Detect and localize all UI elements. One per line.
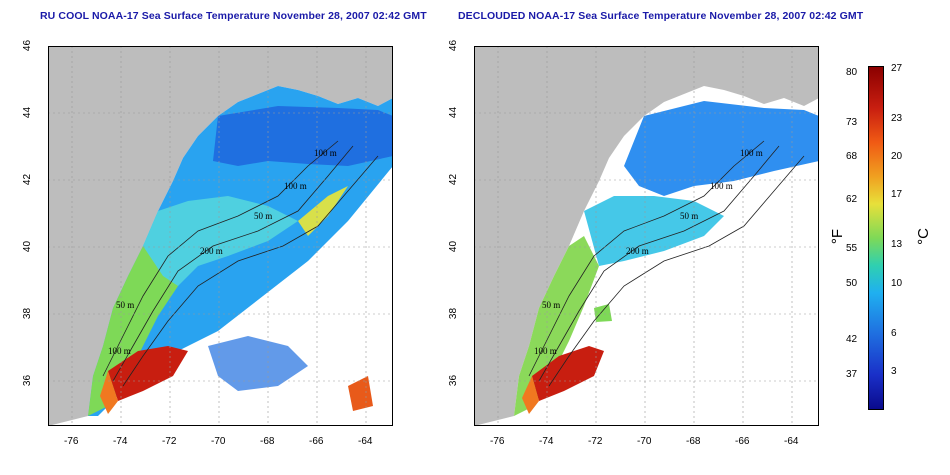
fahrenheit-tick: 50 xyxy=(846,278,858,289)
water-warm-orange xyxy=(522,376,539,414)
lat-tick-label: 44 xyxy=(448,106,460,119)
lat-tick-label: 42 xyxy=(448,173,460,186)
lon-tick-label: -68 xyxy=(260,436,275,447)
contour-label: 100 m xyxy=(710,181,733,191)
lon-tick-label: -74 xyxy=(539,436,554,447)
isobath-50m xyxy=(102,140,339,377)
water-deep-blue xyxy=(213,106,393,166)
isobath-200m xyxy=(548,155,805,387)
celsius-tick: 3 xyxy=(891,366,897,377)
lat-tick-label: 42 xyxy=(22,173,34,186)
map-gridlines xyxy=(474,46,819,426)
contour-label: 50 m xyxy=(254,211,273,221)
water-slope-yellow xyxy=(298,186,348,236)
lat-tick-label: 38 xyxy=(448,307,460,320)
water-shelf-cyan xyxy=(584,196,724,266)
lat-tick-label: 46 xyxy=(448,39,460,52)
lat-tick-label: 40 xyxy=(22,240,34,253)
celsius-tick: 10 xyxy=(891,278,903,289)
contour-label: 50 m xyxy=(542,300,561,310)
lat-tick-label: 44 xyxy=(22,106,34,119)
map-gridlines xyxy=(48,46,393,426)
isobath-50m xyxy=(528,140,765,377)
fahrenheit-tick: 62 xyxy=(846,194,858,205)
contour-label: 100 m xyxy=(108,346,131,356)
temperature-colorbar xyxy=(868,66,884,410)
fahrenheit-unit-label: °F xyxy=(829,228,847,245)
water-coastal-green xyxy=(514,236,599,416)
lon-tick-label: -72 xyxy=(162,436,177,447)
water-warm-orange xyxy=(100,371,118,414)
lon-tick-label: -64 xyxy=(784,436,799,447)
contour-label: 100 m xyxy=(284,181,307,191)
lon-tick-label: -66 xyxy=(735,436,750,447)
celsius-tick: 20 xyxy=(891,151,903,162)
celsius-tick: 27 xyxy=(891,63,903,74)
green-patch xyxy=(594,304,612,322)
lon-tick-label: -66 xyxy=(309,436,324,447)
fahrenheit-tick: 37 xyxy=(846,369,858,380)
celsius-unit-label: °C xyxy=(914,228,932,245)
right-map-canvas xyxy=(474,46,819,426)
lat-tick-label: 40 xyxy=(448,240,460,253)
fahrenheit-tick: 73 xyxy=(846,117,858,128)
lat-tick-label: 36 xyxy=(448,374,460,387)
contour-label: 100 m xyxy=(314,148,337,158)
lon-tick-label: -72 xyxy=(588,436,603,447)
lon-tick-label: -70 xyxy=(637,436,652,447)
contour-label: 200 m xyxy=(200,246,223,256)
fahrenheit-tick: 80 xyxy=(846,67,858,78)
fahrenheit-tick: 55 xyxy=(846,243,858,254)
celsius-tick: 6 xyxy=(891,328,897,339)
right-sst-map: 100 m 100 m 50 m 200 m 50 m 100 m xyxy=(474,46,819,426)
isobath-100m xyxy=(112,145,354,382)
isobath-200m xyxy=(122,155,379,387)
contour-label: 100 m xyxy=(534,346,557,356)
water-deep-blue xyxy=(624,101,819,196)
contour-label: 50 m xyxy=(116,300,135,310)
lat-tick-label: 38 xyxy=(22,307,34,320)
celsius-tick: 23 xyxy=(891,113,903,124)
fahrenheit-tick: 42 xyxy=(846,334,858,345)
celsius-tick: 13 xyxy=(891,239,903,250)
lon-tick-label: -70 xyxy=(211,436,226,447)
water-gulf-stream-red xyxy=(532,346,604,401)
left-map-canvas xyxy=(48,46,393,426)
lon-tick-label: -76 xyxy=(64,436,79,447)
lat-tick-label: 46 xyxy=(22,39,34,52)
water-shelf-cyan xyxy=(143,196,298,286)
celsius-tick: 17 xyxy=(891,189,903,200)
offshore-patches xyxy=(208,336,308,391)
left-sst-map: 100 m 100 m 50 m 200 m 50 m 100 m xyxy=(48,46,393,426)
contour-label: 200 m xyxy=(626,246,649,256)
left-map-title: RU COOL NOAA-17 Sea Surface Temperature … xyxy=(40,10,427,22)
right-map-title: DECLOUDED NOAA-17 Sea Surface Temperatur… xyxy=(458,10,864,22)
lon-tick-label: -64 xyxy=(358,436,373,447)
offshore-warm-patch xyxy=(348,376,373,411)
lon-tick-label: -76 xyxy=(490,436,505,447)
land-mass xyxy=(48,46,393,426)
land-mass xyxy=(474,46,819,426)
isobath-100m xyxy=(538,145,780,382)
fahrenheit-tick: 68 xyxy=(846,151,858,162)
lat-tick-label: 36 xyxy=(22,374,34,387)
lon-tick-label: -68 xyxy=(686,436,701,447)
lon-tick-label: -74 xyxy=(113,436,128,447)
contour-label: 50 m xyxy=(680,211,699,221)
contour-label: 100 m xyxy=(740,148,763,158)
water-gulf-stream-red xyxy=(108,346,188,401)
